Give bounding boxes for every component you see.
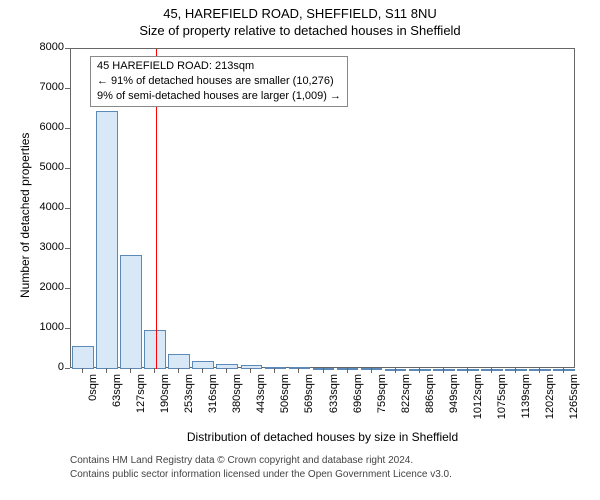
x-tick-label: 506sqm: [279, 374, 291, 429]
info-box: 45 HAREFIELD ROAD: 213sqm ← 91% of detac…: [90, 56, 348, 107]
x-tick: [106, 368, 107, 373]
x-tick: [563, 368, 564, 373]
x-tick: [515, 368, 516, 373]
histogram-bar: [72, 346, 94, 369]
y-tick-label: 2000: [28, 281, 64, 293]
y-tick-label: 7000: [28, 81, 64, 93]
y-tick: [65, 288, 70, 289]
x-tick: [347, 368, 348, 373]
histogram-bar: [241, 365, 263, 369]
page-subtitle: Size of property relative to detached ho…: [0, 21, 600, 38]
histogram-bar: [168, 354, 190, 369]
y-tick: [65, 328, 70, 329]
x-tick-label: 1202sqm: [544, 374, 556, 429]
info-box-line: 45 HAREFIELD ROAD: 213sqm: [97, 59, 341, 74]
x-tick: [298, 368, 299, 373]
y-tick-label: 0: [28, 361, 64, 373]
x-tick-label: 633sqm: [328, 374, 340, 429]
x-tick: [443, 368, 444, 373]
x-tick-label: 696sqm: [352, 374, 364, 429]
y-tick: [65, 48, 70, 49]
histogram-bar: [216, 364, 238, 369]
y-axis-label: Number of detached properties: [18, 133, 32, 298]
y-tick-label: 6000: [28, 121, 64, 133]
histogram-bar: [265, 367, 287, 369]
x-tick: [274, 368, 275, 373]
x-tick-label: 443sqm: [255, 374, 267, 429]
x-tick-label: 1075sqm: [496, 374, 508, 429]
y-tick: [65, 368, 70, 369]
x-tick: [395, 368, 396, 373]
x-tick: [371, 368, 372, 373]
x-tick: [419, 368, 420, 373]
x-tick: [226, 368, 227, 373]
y-tick-label: 1000: [28, 321, 64, 333]
footer: Contains HM Land Registry data © Crown c…: [70, 454, 452, 481]
y-tick: [65, 208, 70, 209]
x-tick-label: 190sqm: [159, 374, 171, 429]
x-tick-label: 1265sqm: [568, 374, 580, 429]
x-tick: [130, 368, 131, 373]
y-tick: [65, 128, 70, 129]
x-tick-label: 127sqm: [135, 374, 147, 429]
x-tick: [250, 368, 251, 373]
x-tick: [202, 368, 203, 373]
footer-line: Contains public sector information licen…: [70, 468, 452, 482]
x-tick-label: 316sqm: [207, 374, 219, 429]
x-tick: [467, 368, 468, 373]
x-tick-label: 1012sqm: [472, 374, 484, 429]
y-tick-label: 4000: [28, 201, 64, 213]
y-tick: [65, 248, 70, 249]
histogram-bar: [192, 361, 214, 369]
x-tick-label: 886sqm: [424, 374, 436, 429]
x-tick-label: 63sqm: [111, 374, 123, 429]
y-tick-label: 3000: [28, 241, 64, 253]
histogram-bar: [96, 111, 118, 369]
x-tick-label: 569sqm: [303, 374, 315, 429]
y-tick-label: 5000: [28, 161, 64, 173]
x-tick: [539, 368, 540, 373]
y-tick-label: 8000: [28, 41, 64, 53]
footer-line: Contains HM Land Registry data © Crown c…: [70, 454, 452, 468]
x-tick: [82, 368, 83, 373]
y-tick: [65, 88, 70, 89]
x-axis-label: Distribution of detached houses by size …: [70, 430, 575, 444]
x-tick-label: 0sqm: [87, 374, 99, 429]
y-tick: [65, 168, 70, 169]
x-tick-label: 759sqm: [376, 374, 388, 429]
x-tick-label: 1139sqm: [520, 374, 532, 429]
x-tick-label: 822sqm: [400, 374, 412, 429]
histogram-bar: [289, 367, 311, 369]
x-tick-label: 380sqm: [231, 374, 243, 429]
x-tick-label: 253sqm: [183, 374, 195, 429]
info-box-line: 9% of semi-detached houses are larger (1…: [97, 89, 341, 104]
page-title: 45, HAREFIELD ROAD, SHEFFIELD, S11 8NU: [0, 0, 600, 21]
histogram-bar: [120, 255, 142, 369]
x-tick: [154, 368, 155, 373]
x-tick: [323, 368, 324, 373]
info-box-line: ← 91% of detached houses are smaller (10…: [97, 74, 341, 89]
x-tick: [178, 368, 179, 373]
x-tick: [491, 368, 492, 373]
x-tick-label: 949sqm: [448, 374, 460, 429]
